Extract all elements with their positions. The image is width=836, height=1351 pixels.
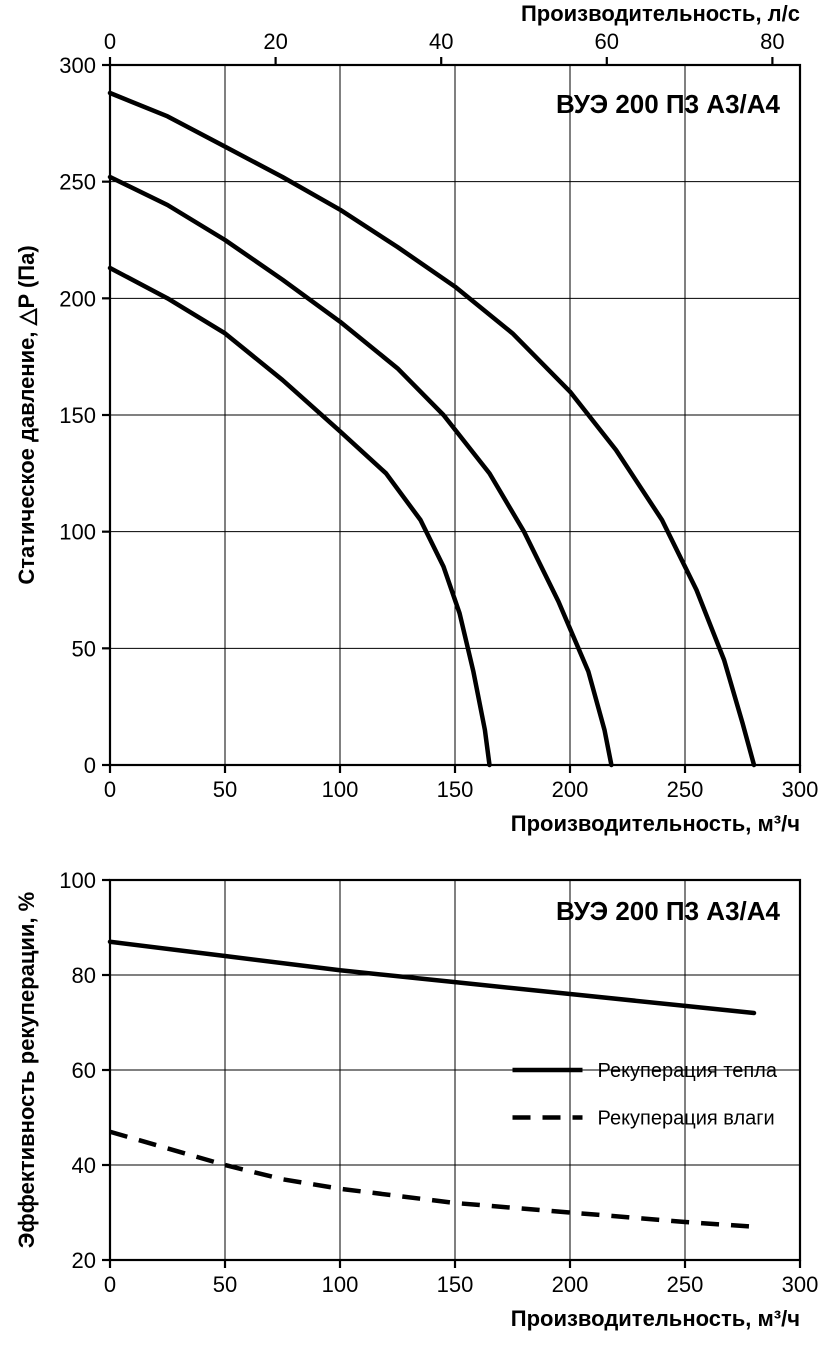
tick-label-left: 40 [72,1153,96,1178]
legend-label-moisture: Рекуперация влаги [598,1108,775,1130]
legend: Рекуперация тепла Рекуперация влаги [513,1060,778,1130]
tick-label-left: 100 [59,520,96,545]
tick-label-top: 60 [595,29,619,54]
curve-high [110,93,754,765]
tick-label-left: 100 [59,868,96,893]
charts-canvas: 0501001502002503000204060800501001502002… [0,0,836,1351]
tick-label-top: 40 [429,29,453,54]
tick-label-bottom: 0 [104,1272,116,1297]
top-chart: 0 50 100 150 200 250 300 0 20 40 60 80 0 50 100 150 200 2… [14,1,818,836]
moisture-recovery-curve [110,1132,754,1227]
y-title: Статическое давление, △P (Па) [14,245,39,584]
tick-label-bottom: 150 [437,777,474,802]
tick-label-left: 250 [59,170,96,195]
x-top-title: Производительность, л/с [521,1,800,26]
tick-label-bottom: 100 [322,1272,359,1297]
tick-label-bottom: 50 [213,777,237,802]
y-title: Эффективность рекуперации, % [14,892,39,1249]
tick-label-left: 80 [72,963,96,988]
tick-label-top: 20 [263,29,287,54]
chart-title: ВУЭ 200 П3 А3/А4 [556,896,781,926]
tick-label-top: 80 [760,29,784,54]
tick-label-bottom: 200 [552,1272,589,1297]
tick-label-bottom: 300 [782,777,819,802]
tick-label-left: 200 [59,286,96,311]
chart-title: ВУЭ 200 П3 А3/А4 [556,89,781,119]
tick-label-bottom: 150 [437,1272,474,1297]
tick-label-left: 0 [84,753,96,778]
tick-label-left: 50 [72,636,96,661]
tick-label-left: 150 [59,403,96,428]
legend-label-heat: Рекуперация тепла [598,1060,778,1082]
x-bottom-title: Производительность, м³/ч [511,811,800,836]
tick-label-top: 0 [104,29,116,54]
tick-label-bottom: 100 [322,777,359,802]
curve-mid [110,177,611,765]
curve-low [110,268,490,765]
tick-label-left: 60 [72,1058,96,1083]
tick-label-left: 300 [59,53,96,78]
tick-label-bottom: 50 [213,1272,237,1297]
x-title: Производительность, м³/ч [511,1306,800,1331]
tick-label-bottom: 200 [552,777,589,802]
tick-label-left: 20 [72,1248,96,1273]
tick-label-bottom: 0 [104,777,116,802]
bottom-chart: 0 50 100 150 200 250 300 20 40 60 80 100 Производите… [14,868,818,1331]
tick-label-bottom: 250 [667,777,704,802]
tick-label-bottom: 300 [782,1272,819,1297]
heat-recovery-curve [110,942,754,1013]
tick-label-bottom: 250 [667,1272,704,1297]
